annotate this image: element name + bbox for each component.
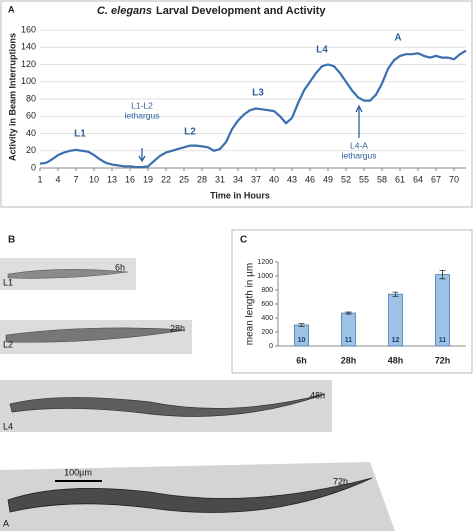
x-tick-label: 22 bbox=[161, 174, 171, 184]
image-stage: L4 bbox=[3, 421, 13, 431]
x-tick-label: 37 bbox=[251, 174, 261, 184]
y-tick-label: 100 bbox=[21, 76, 36, 86]
x-tick-label: 10 bbox=[89, 174, 99, 184]
error-bar bbox=[439, 270, 446, 280]
x-tick-label: 28h bbox=[341, 355, 357, 365]
bar-label: 12 bbox=[392, 337, 400, 344]
x-tick-label: 34 bbox=[233, 174, 243, 184]
x-tick-label: 55 bbox=[359, 174, 369, 184]
x-tick-label: 16 bbox=[125, 174, 135, 184]
scale-bar-label: 100µm bbox=[64, 467, 92, 477]
panel-a-frame bbox=[0, 0, 473, 208]
y-tick-label: 0 bbox=[269, 343, 273, 350]
annotation: L4-A bbox=[350, 140, 368, 150]
x-tick-label: 72h bbox=[435, 355, 451, 365]
y-tick-label: 60 bbox=[26, 111, 36, 121]
image-time: 6h bbox=[115, 262, 125, 272]
image-time: 28h bbox=[170, 323, 185, 333]
y-tick-label: 1200 bbox=[257, 259, 273, 266]
x-tick-label: 52 bbox=[341, 174, 351, 184]
x-tick-label: 28 bbox=[197, 174, 207, 184]
annotation: L1-L2 bbox=[131, 100, 153, 110]
y-tick-label: 120 bbox=[21, 59, 36, 69]
x-axis-label: Time in Hours bbox=[210, 190, 270, 200]
error-bar bbox=[392, 291, 399, 297]
annotation: lethargus bbox=[342, 150, 377, 160]
y-tick-label: 20 bbox=[26, 145, 36, 155]
worm bbox=[7, 477, 373, 513]
y-tick-label: 40 bbox=[26, 128, 36, 138]
y-tick-label: 140 bbox=[21, 42, 36, 52]
bar-label: 11 bbox=[439, 337, 447, 344]
arrow bbox=[138, 148, 146, 163]
error-bar bbox=[298, 323, 305, 327]
x-tick-label: 1 bbox=[37, 174, 42, 184]
image-bg bbox=[0, 462, 395, 531]
worm bbox=[5, 327, 186, 343]
y-axis-label: Activity in Beam Interruptions bbox=[7, 33, 17, 161]
activity-line bbox=[39, 49, 467, 169]
y-axis-label: mean length in µm bbox=[245, 263, 256, 345]
chart-title: Larval Development and Activity bbox=[156, 5, 326, 17]
x-tick-label: 70 bbox=[449, 174, 459, 184]
worm bbox=[7, 269, 129, 279]
x-tick-label: 61 bbox=[395, 174, 405, 184]
annotation: L2 bbox=[184, 127, 196, 138]
image-time: 72h bbox=[333, 476, 348, 486]
x-tick-label: 58 bbox=[377, 174, 387, 184]
worm bbox=[9, 393, 326, 417]
chart-title-italic: C. elegans bbox=[97, 5, 152, 17]
x-tick-label: 43 bbox=[287, 174, 297, 184]
panel-label: C bbox=[240, 235, 247, 246]
x-tick-label: 6h bbox=[296, 355, 307, 365]
x-tick-label: 67 bbox=[431, 174, 441, 184]
x-tick-label: 4 bbox=[55, 174, 60, 184]
y-tick-label: 1000 bbox=[257, 273, 273, 280]
panel-c-frame bbox=[231, 229, 473, 374]
annotation: L4 bbox=[316, 45, 328, 56]
x-tick-label: 19 bbox=[143, 174, 153, 184]
x-tick-label: 13 bbox=[107, 174, 117, 184]
y-tick-label: 400 bbox=[261, 315, 273, 322]
image-stage: L1 bbox=[3, 277, 13, 287]
x-tick-label: 46 bbox=[305, 174, 315, 184]
y-tick-label: 200 bbox=[261, 329, 273, 336]
x-tick-label: 31 bbox=[215, 174, 225, 184]
y-tick-label: 80 bbox=[26, 93, 36, 103]
annotation: L3 bbox=[252, 88, 264, 99]
x-tick-label: 64 bbox=[413, 174, 423, 184]
y-tick-label: 0 bbox=[31, 162, 36, 172]
x-tick-label: 7 bbox=[73, 174, 78, 184]
arrow bbox=[355, 104, 363, 138]
x-tick-label: 40 bbox=[269, 174, 279, 184]
image-stage: A bbox=[3, 518, 9, 528]
x-tick-label: 48h bbox=[388, 355, 404, 365]
annotation: lethargus bbox=[125, 110, 160, 120]
y-tick-label: 800 bbox=[261, 287, 273, 294]
error-bar bbox=[345, 311, 352, 315]
y-tick-label: 600 bbox=[261, 301, 273, 308]
bar-label: 11 bbox=[345, 337, 353, 344]
image-stage: L2 bbox=[3, 339, 13, 349]
panel-label: A bbox=[8, 4, 15, 14]
panel-label: B bbox=[8, 235, 15, 246]
bar bbox=[435, 274, 450, 347]
annotation: L1 bbox=[74, 129, 86, 140]
x-tick-label: 25 bbox=[179, 174, 189, 184]
micrographs bbox=[0, 258, 395, 531]
annotation: A bbox=[394, 33, 401, 44]
y-tick-label: 160 bbox=[21, 24, 36, 34]
x-tick-label: 49 bbox=[323, 174, 333, 184]
bar-label: 10 bbox=[298, 337, 306, 344]
image-time: 48h bbox=[310, 390, 325, 400]
